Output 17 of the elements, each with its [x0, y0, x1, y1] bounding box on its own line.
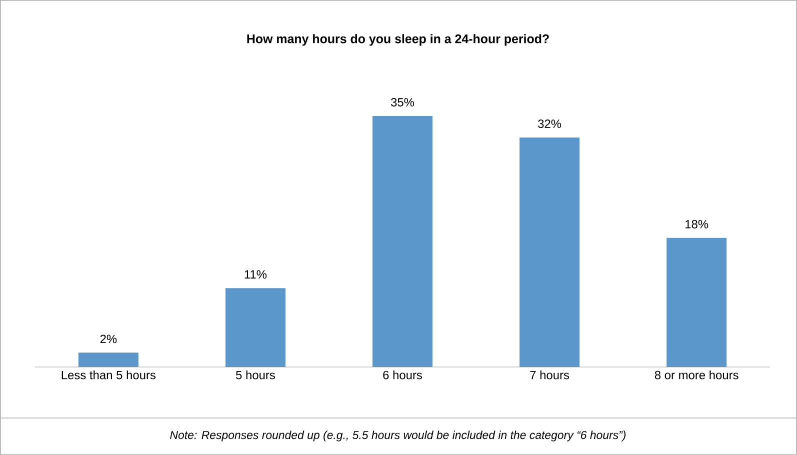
- data-label: 35%: [390, 98, 414, 107]
- text: Note: Responses rounded up (e.g., 5.5 hours would be included in the category “6 hours”): [170, 430, 626, 442]
- chart-title: How many hours do you sleep in a 24-hour period?: [247, 34, 549, 46]
- x-tick-label: 8 or more hours: [654, 370, 738, 380]
- bar: [666, 238, 727, 368]
- data-label: 2%: [100, 334, 117, 344]
- bar: [78, 352, 138, 368]
- bar: [372, 116, 433, 368]
- x-tick-label: 5 hours: [236, 370, 275, 380]
- bar: [520, 138, 580, 368]
- x-tick-label: Less than 5 hours: [62, 370, 156, 380]
- data-label: 32%: [538, 120, 562, 128]
- data-label: 11%: [244, 270, 267, 279]
- bar: [225, 288, 286, 368]
- data-label: 18%: [686, 220, 708, 228]
- x-tick-label: 6 hours: [383, 370, 422, 380]
- x-tick-label: 7 hours: [530, 370, 570, 380]
